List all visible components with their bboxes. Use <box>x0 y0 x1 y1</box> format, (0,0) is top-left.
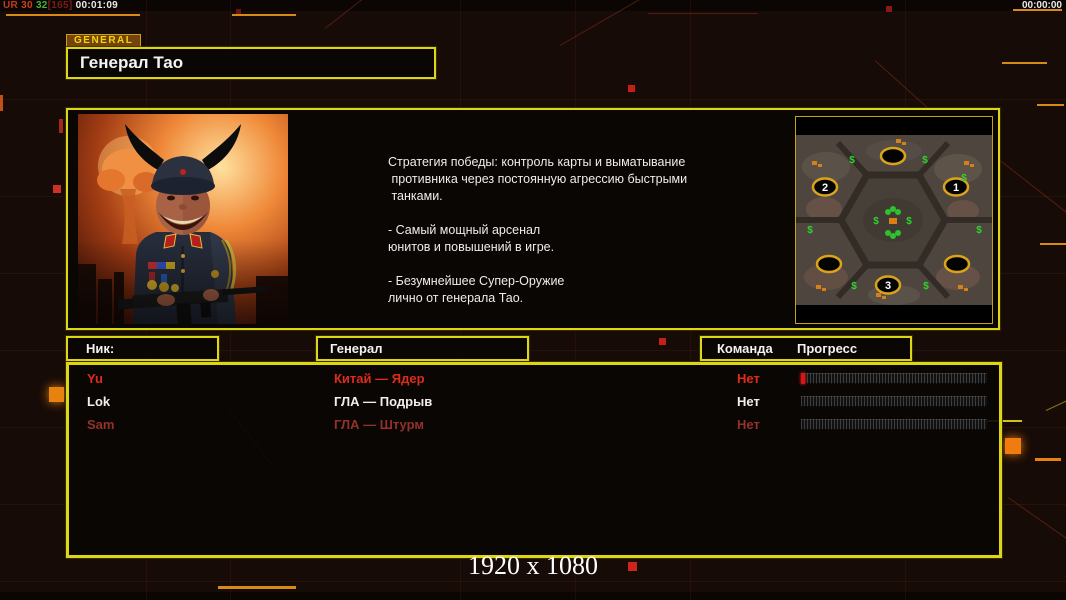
money-icon: $ <box>851 281 857 292</box>
circuit-line <box>648 13 758 14</box>
circuit-line <box>1045 398 1066 411</box>
description-line: - Безумнейшее Супер-Оружие <box>388 274 565 288</box>
player-general: Китай — Ядер <box>334 371 425 386</box>
money-icon: $ <box>873 216 879 227</box>
description-line <box>388 256 748 273</box>
resolution-label: 1920 x 1080 <box>468 551 598 580</box>
minimap-building-icons <box>812 139 974 299</box>
title-box: Генерал Тао <box>66 47 436 79</box>
player-progress-bar <box>801 396 987 407</box>
debug-segment: 00:01:09 <box>75 0 119 11</box>
player-progress-fill <box>801 373 805 384</box>
description-line: танками. <box>388 189 443 203</box>
match-timer: 00:00:00 <box>1021 0 1062 11</box>
player-progress-bar <box>801 373 987 384</box>
description-line: - Самый мощный арсенал <box>388 223 541 237</box>
top-strip <box>0 0 1066 11</box>
spawn-number-3: 3 <box>885 280 891 292</box>
player-nick: Lok <box>87 394 111 409</box>
header-nick: Ник: <box>66 336 219 361</box>
header-progress-label: Прогресс <box>797 341 858 356</box>
minimap-spawn-2 <box>811 177 839 197</box>
header-general: Генерал <box>316 336 529 361</box>
grid-hline <box>0 350 1066 351</box>
general-portrait-image <box>78 114 288 326</box>
player-nick: Yu <box>87 371 103 386</box>
accent-line <box>1013 9 1062 11</box>
minimap-money-icons: $ $ $ $ $ $ $ $ $ <box>807 155 982 292</box>
money-icon: $ <box>807 225 813 236</box>
marker-square <box>1005 438 1021 454</box>
minimap-spawn-1 <box>942 177 970 197</box>
marker-square <box>53 185 61 193</box>
money-icon: $ <box>922 155 928 166</box>
marker-square <box>49 387 64 402</box>
marker-square <box>59 119 63 133</box>
header-team-progress: Команда Прогресс <box>700 336 912 361</box>
debug-segment: [165] <box>47 0 76 11</box>
general-description: Стратегия победы: контроль карты и вымат… <box>388 154 748 307</box>
accent-line <box>232 14 296 16</box>
marker-square <box>628 562 637 571</box>
description-line: противника через постоянную агрессию быс… <box>388 172 688 186</box>
circuit-line <box>999 160 1066 217</box>
money-icon: $ <box>961 173 967 184</box>
accent-line <box>1040 243 1066 245</box>
player-team: Нет <box>737 371 760 386</box>
description-line: лично от генерала Тао. <box>388 291 524 305</box>
header-team-label: Команда <box>717 341 773 356</box>
minimap-roads <box>796 140 992 300</box>
description-line <box>388 205 748 222</box>
players-panel: Yu Китай — Ядер Нет Lok ГЛА — Подрыв Нет Sam ГЛ… <box>66 362 1002 558</box>
minimap-image: 1 2 3 $ $ $ $ $ $ $ $ $ <box>796 117 992 323</box>
minimap-spawn-points: 1 2 3 <box>811 146 971 295</box>
player-row: Sam ГЛА — Штурм Нет <box>69 414 999 436</box>
debug-segment: 30 <box>21 0 36 11</box>
player-general: ГЛА — Подрыв <box>334 394 433 409</box>
marker-square <box>886 6 892 12</box>
marker-square <box>628 85 635 92</box>
accent-line <box>218 586 296 589</box>
general-portrait <box>78 114 288 326</box>
minimap: 1 2 3 $ $ $ $ $ $ $ $ $ <box>795 116 993 324</box>
money-icon: $ <box>923 281 929 292</box>
player-team: Нет <box>737 417 760 432</box>
accent-line <box>1035 458 1061 461</box>
minimap-spawn-3 <box>874 275 902 295</box>
player-row: Lok ГЛА — Подрыв Нет <box>69 391 999 413</box>
accent-line <box>1037 104 1064 106</box>
minimap-flora-icons <box>885 206 901 239</box>
grid-hline <box>0 581 1066 582</box>
player-nick: Sam <box>87 417 115 432</box>
page-title: Генерал Тао <box>80 53 184 72</box>
money-icon: $ <box>906 216 912 227</box>
player-progress-bar <box>801 419 987 430</box>
header-general-label: Генерал <box>330 341 383 356</box>
debug-segment: 32 <box>35 0 48 11</box>
debug-stats: UR 30 32[165] 00:01:09 <box>3 0 118 11</box>
debug-segment: UR <box>3 0 22 11</box>
accent-line <box>0 95 3 111</box>
player-row: Yu Китай — Ядер Нет <box>69 368 999 390</box>
player-general: ГЛА — Штурм <box>334 417 424 432</box>
accent-line <box>1002 62 1047 64</box>
general-info-panel: Стратегия победы: контроль карты и вымат… <box>66 108 1000 330</box>
money-icon: $ <box>976 225 982 236</box>
description-line: юнитов и повышений в игре. <box>388 240 555 254</box>
marker-square <box>659 338 666 345</box>
grid-hline <box>0 99 1066 100</box>
description-line: Стратегия победы: контроль карты и вымат… <box>388 155 686 169</box>
spawn-number-1: 1 <box>953 182 959 194</box>
money-icon: $ <box>849 155 855 166</box>
header-nick-label: Ник: <box>86 341 115 356</box>
player-team: Нет <box>737 394 760 409</box>
bottom-strip <box>0 592 1066 600</box>
spawn-number-2: 2 <box>822 182 828 194</box>
marker-square <box>236 9 241 14</box>
accent-line <box>6 14 140 16</box>
